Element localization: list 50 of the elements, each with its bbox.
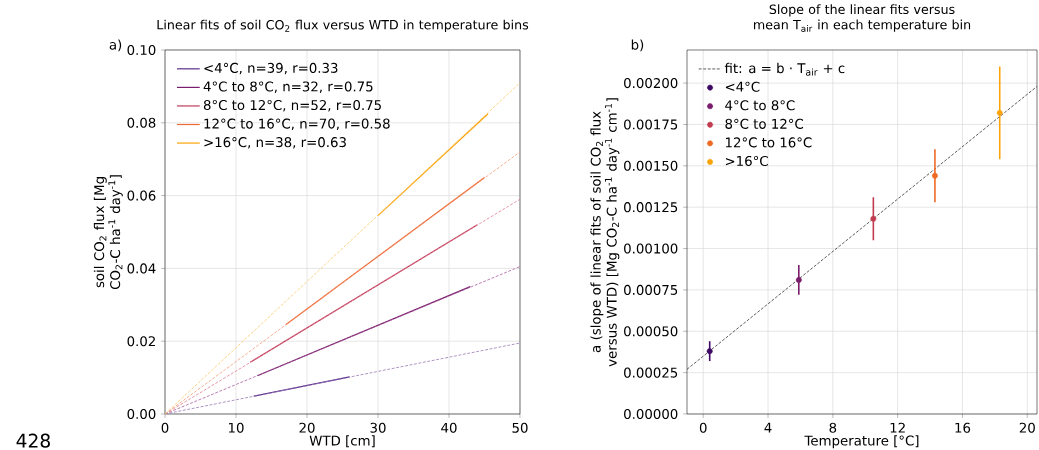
- point: [706, 348, 713, 355]
- text: a): [109, 39, 122, 52]
- text: 428: [16, 433, 50, 448]
- point: [996, 109, 1003, 116]
- y-tick-label: 0.00: [127, 408, 156, 420]
- legend-label: 4°C to 8°C: [725, 100, 795, 111]
- x-tick-label: 50: [512, 422, 528, 433]
- point: [870, 215, 877, 222]
- legend-label: <4°C, n=39, r=0.33: [204, 62, 338, 75]
- x-tick-label: 12: [890, 422, 905, 433]
- y-tick-label: 0.10: [127, 44, 156, 56]
- y-tick-label: 0.00000: [624, 408, 678, 420]
- y-tick-label: 0.00100: [624, 243, 678, 254]
- y-tick-label: 0.00075: [624, 284, 678, 295]
- x-tick-label: 10: [228, 422, 244, 433]
- x-tick-label: 0: [699, 422, 707, 433]
- y-tick-label: 0.00025: [624, 367, 678, 378]
- legend-label: >16°C: [725, 155, 768, 167]
- x-tick-label: 20: [299, 422, 315, 433]
- y-tick-label: 0.00175: [624, 119, 678, 130]
- y-tick-label: 0.00150: [624, 160, 678, 171]
- legend-label: 4°C to 8°C, n=32, r=0.75: [203, 81, 373, 93]
- legend-label: fit: a = b · T$_{air}$ + c: [724, 62, 845, 76]
- point: [795, 277, 802, 283]
- y-tick-label: 0.00050: [624, 326, 678, 337]
- y-tick-label: 0.06: [127, 190, 156, 201]
- x-axis-title: Temperature [°C]: [804, 435, 919, 449]
- x-tick-label: 30: [370, 422, 386, 433]
- chart-title: Linear fits of soil CO$_{2}$ flux versus WTD in temperature bins: [157, 19, 529, 32]
- y-tick-label: 0.00200: [624, 78, 678, 89]
- x-tick-label: 40: [441, 422, 457, 433]
- legend-label: >16°C, n=38, r=0.63: [204, 137, 346, 149]
- legend-label: 12°C to 16°C, n=70, r=0.58: [204, 118, 390, 131]
- x-tick-label: 0: [161, 422, 169, 433]
- x-tick-label: 16: [955, 422, 971, 433]
- point: [931, 172, 938, 179]
- x-tick-label: 20: [1019, 422, 1035, 433]
- x-axis-title: WTD [cm]: [309, 435, 375, 448]
- legend-label: <4°C: [725, 81, 760, 92]
- x-tick-label: 4: [764, 422, 772, 433]
- x-tick-label: 8: [829, 422, 837, 433]
- y-tick-label: 0.08: [127, 117, 156, 128]
- y-tick-label: 0.00125: [624, 202, 678, 213]
- text: b): [631, 39, 644, 52]
- y-tick-label: 0.04: [127, 263, 156, 274]
- chart-title: Slope of the linear fits versus mean T$_{air}$ in each temperature bin: [754, 4, 971, 32]
- y-tick-label: 0.02: [127, 336, 155, 347]
- legend-label: 8°C to 12°C: [725, 118, 804, 129]
- legend-label: 12°C to 16°C: [725, 137, 812, 148]
- legend-label: 8°C to 12°C, n=52, r=0.75: [203, 99, 381, 112]
